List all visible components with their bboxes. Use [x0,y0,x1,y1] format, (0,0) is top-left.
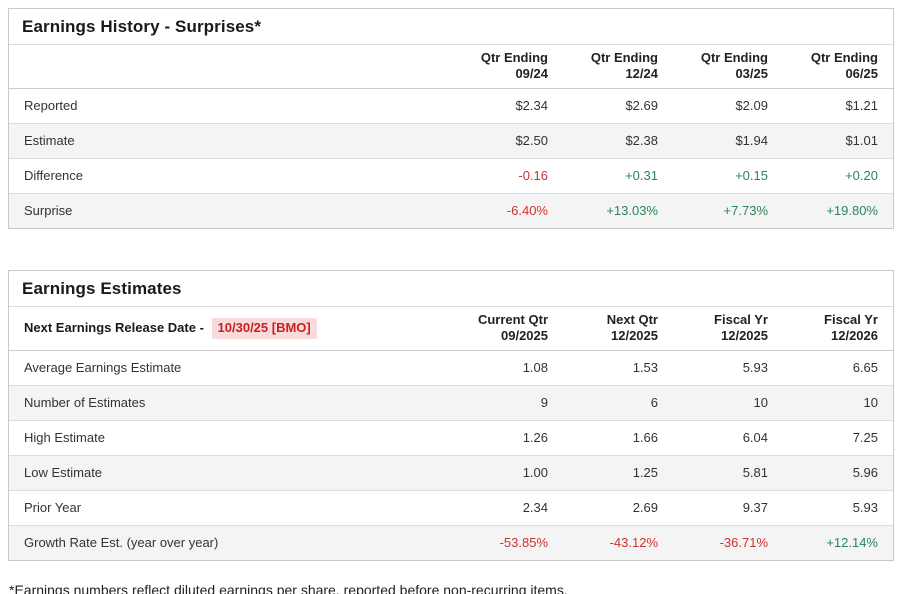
cell-value: +19.80% [783,193,893,228]
row-label: High Estimate [9,420,453,456]
column-header: Qtr Ending 12/24 [563,45,673,89]
cell-value: $1.01 [783,123,893,159]
cell-value: $2.38 [563,123,673,159]
earnings-estimates-title: Earnings Estimates [9,271,893,307]
cell-value: 1.53 [563,350,673,386]
row-label: Reported [9,88,453,124]
column-header: Current Qtr 09/2025 [453,307,563,351]
cell-value: 6.04 [673,420,783,456]
column-header: Fiscal Yr 12/2026 [783,307,893,351]
earnings-estimates-table: Next Earnings Release Date - 10/30/25 [B… [9,307,893,560]
cell-value: 1.26 [453,420,563,456]
column-header-line1: Current Qtr [477,312,548,327]
table-row: High Estimate 1.26 1.66 6.04 7.25 [9,420,893,456]
cell-value: 2.34 [453,490,563,526]
column-header-line2: 09/2025 [501,328,548,343]
cell-value: 5.96 [783,455,893,491]
column-header-line1: Qtr Ending [700,50,768,65]
column-header-line2: 12/2025 [721,328,768,343]
cell-value: -43.12% [563,525,673,560]
column-header: Next Qtr 12/2025 [563,307,673,351]
column-header-line1: Qtr Ending [590,50,658,65]
cell-value: -0.16 [453,158,563,194]
cell-value: $2.69 [563,88,673,124]
cell-value: 9 [453,385,563,421]
next-earnings-release-label: Next Earnings Release Date - [24,319,204,335]
cell-value: $1.21 [783,88,893,124]
column-header-line2: 12/2026 [831,328,878,343]
cell-value: +0.31 [563,158,673,194]
cell-value: $2.09 [673,88,783,124]
footnote: *Earnings numbers reflect diluted earnin… [9,582,568,594]
table-header-row: Qtr Ending 09/24 Qtr Ending 12/24 Qtr En… [9,45,893,89]
cell-value: +13.03% [563,193,673,228]
column-header-line2: 12/24 [625,66,658,81]
cell-value: 6.65 [783,350,893,386]
column-header-line1: Fiscal Yr [714,312,768,327]
column-header-line1: Fiscal Yr [824,312,878,327]
cell-value: -36.71% [673,525,783,560]
table-row: Difference -0.16 +0.31 +0.15 +0.20 [9,158,893,194]
cell-value: 1.25 [563,455,673,491]
earnings-history-card: Earnings History - Surprises* Qtr Ending… [8,8,894,229]
column-header-line2: 12/2025 [611,328,658,343]
next-earnings-release-cell: Next Earnings Release Date - 10/30/25 [B… [9,307,453,351]
row-label: Low Estimate [9,455,453,491]
table-row: Average Earnings Estimate 1.08 1.53 5.93… [9,350,893,386]
cell-value: 5.93 [783,490,893,526]
column-header: Fiscal Yr 12/2025 [673,307,783,351]
column-header-line2: 03/25 [735,66,768,81]
column-header-line1: Qtr Ending [480,50,548,65]
table-row: Growth Rate Est. (year over year) -53.85… [9,525,893,560]
cell-value: 9.37 [673,490,783,526]
cell-value: 1.08 [453,350,563,386]
cell-value: 1.00 [453,455,563,491]
row-label: Estimate [9,123,453,159]
cell-value: 10 [673,385,783,421]
cell-value: 2.69 [563,490,673,526]
empty-header-cell [9,45,453,89]
column-header: Qtr Ending 09/24 [453,45,563,89]
cell-value: 6 [563,385,673,421]
column-header: Qtr Ending 03/25 [673,45,783,89]
table-row: Low Estimate 1.00 1.25 5.81 5.96 [9,455,893,491]
cell-value: 10 [783,385,893,421]
column-header-line1: Qtr Ending [810,50,878,65]
column-header-line2: 09/24 [515,66,548,81]
row-label: Prior Year [9,490,453,526]
row-label: Number of Estimates [9,385,453,421]
table-header-row: Next Earnings Release Date - 10/30/25 [B… [9,307,893,351]
row-label: Difference [9,158,453,194]
cell-value: +12.14% [783,525,893,560]
cell-value: 5.81 [673,455,783,491]
earnings-estimates-card: Earnings Estimates Next Earnings Release… [8,270,894,561]
earnings-history-table: Qtr Ending 09/24 Qtr Ending 12/24 Qtr En… [9,45,893,228]
table-row: Estimate $2.50 $2.38 $1.94 $1.01 [9,123,893,159]
cell-value: -53.85% [453,525,563,560]
earnings-history-title: Earnings History - Surprises* [9,9,893,45]
row-label: Average Earnings Estimate [9,350,453,386]
column-header-line1: Next Qtr [606,312,658,327]
cell-value: $2.50 [453,123,563,159]
table-row: Surprise -6.40% +13.03% +7.73% +19.80% [9,193,893,228]
table-row: Prior Year 2.34 2.69 9.37 5.93 [9,490,893,526]
cell-value: $1.94 [673,123,783,159]
cell-value: 7.25 [783,420,893,456]
row-label: Surprise [9,193,453,228]
row-label: Growth Rate Est. (year over year) [9,525,453,560]
cell-value: +7.73% [673,193,783,228]
cell-value: $2.34 [453,88,563,124]
table-row: Reported $2.34 $2.69 $2.09 $1.21 [9,88,893,124]
cell-value: 1.66 [563,420,673,456]
table-row: Number of Estimates 9 6 10 10 [9,385,893,421]
cell-value: +0.20 [783,158,893,194]
next-earnings-release-date-badge: 10/30/25 [BMO] [211,317,317,339]
cell-value: +0.15 [673,158,783,194]
column-header: Qtr Ending 06/25 [783,45,893,89]
column-header-line2: 06/25 [845,66,878,81]
cell-value: 5.93 [673,350,783,386]
cell-value: -6.40% [453,193,563,228]
